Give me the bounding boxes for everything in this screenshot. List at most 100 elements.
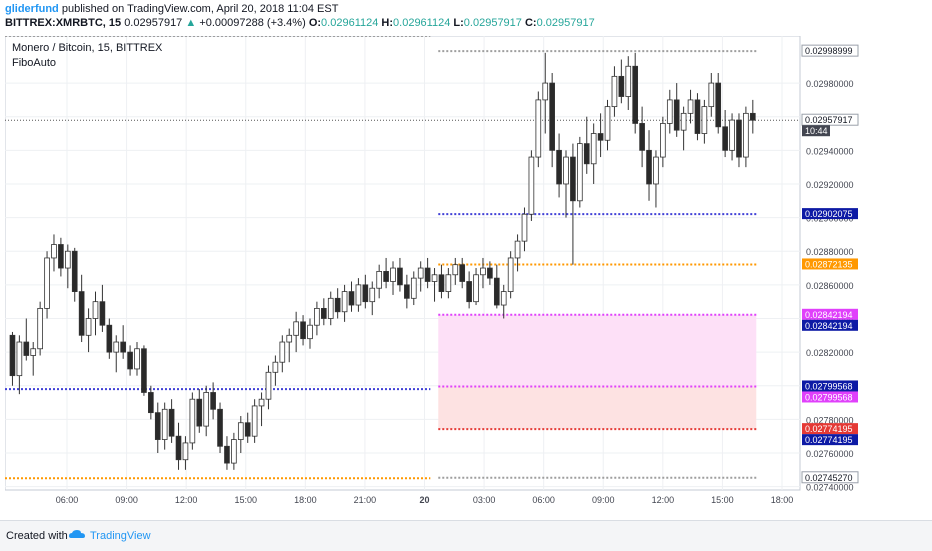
candle-body — [563, 156, 569, 185]
publish-info: gliderfund published on TradingView.com,… — [5, 3, 338, 15]
candle-body — [597, 133, 604, 141]
time-label-box — [802, 125, 830, 137]
candle-body — [680, 112, 687, 131]
candle-body — [666, 99, 673, 124]
candle-body — [58, 244, 64, 269]
high-value: 0.02961124 — [393, 17, 451, 29]
y-tick-label: 0.02780000 — [806, 415, 854, 425]
x-tick-label: 06:00 — [532, 495, 555, 505]
candle-body — [466, 281, 472, 303]
candle-body — [92, 301, 99, 319]
price-label-box — [801, 471, 859, 484]
candle-body — [445, 274, 452, 292]
candle-body — [51, 244, 57, 259]
candle-body — [743, 112, 749, 158]
price-label-box — [801, 44, 859, 57]
candle-body — [673, 99, 680, 131]
candle-body — [272, 361, 279, 373]
candle-body — [390, 267, 396, 282]
candle-body — [307, 324, 313, 340]
candle-body — [556, 149, 562, 185]
candle-body — [23, 341, 30, 356]
current-time-label: 10:44 — [805, 126, 828, 136]
candle-body — [348, 291, 355, 306]
candle-body — [452, 264, 459, 276]
x-tick-label: 18:00 — [294, 495, 317, 505]
y-tick-label: 0.02880000 — [806, 247, 854, 257]
price-label-box — [802, 258, 858, 270]
x-tick-label: 21:00 — [354, 495, 377, 505]
candle-body — [175, 435, 182, 461]
candle-body — [286, 334, 293, 343]
ohlc-line: BITTREX:XMRBTC, 15 0.02957917 ▲ +0.00097… — [5, 17, 595, 29]
candle-body — [44, 257, 50, 309]
candle-body — [459, 264, 466, 282]
price-label-text: 0.02957917 — [805, 115, 853, 125]
candle-body — [736, 119, 742, 158]
high-label: H: — [381, 17, 394, 29]
candle-body — [404, 284, 410, 299]
candle-body — [334, 297, 341, 313]
candle-body — [85, 318, 92, 336]
candle-body — [500, 291, 507, 306]
candle-body — [528, 156, 535, 215]
close-value: 0.02957917 — [536, 17, 595, 29]
candle-body — [577, 143, 583, 202]
price-change: +0.00097288 (+3.4%) — [199, 17, 306, 29]
x-tick-label: 15:00 — [234, 495, 257, 505]
y-tick-label: 0.02980000 — [806, 79, 854, 89]
candle-body — [231, 439, 237, 464]
candle-body — [708, 82, 715, 108]
candle-body — [71, 250, 78, 292]
candle-body — [37, 307, 43, 350]
price-label-text: 0.02998999 — [805, 46, 853, 56]
author-link[interactable]: gliderfund — [5, 3, 59, 15]
candle-body — [154, 412, 161, 440]
candle-body — [611, 75, 618, 108]
candle-body — [535, 99, 542, 158]
x-tick-label: 09:00 — [592, 495, 615, 505]
price-label-text: 0.02774195 — [805, 435, 853, 445]
candle-body — [141, 348, 147, 393]
candle-body — [217, 408, 223, 447]
candle-body — [424, 267, 431, 282]
candle-body — [64, 250, 71, 269]
indicator-name[interactable]: FiboAuto — [12, 57, 57, 69]
price-label-box — [802, 423, 858, 435]
x-tick-label: 09:00 — [115, 495, 138, 505]
candle-body — [653, 156, 659, 185]
fib-zone-magenta — [438, 314, 757, 387]
candle-body — [341, 291, 348, 313]
price-chart[interactable]: 0.027400000.027600000.027800000.02800000… — [5, 36, 868, 508]
tradingview-link[interactable]: TradingView — [90, 530, 151, 542]
candle-body — [493, 277, 500, 306]
candle-body — [397, 267, 403, 286]
candle-body — [618, 75, 625, 97]
last-price: 0.02957917 — [124, 17, 183, 29]
x-tick-label: 06:00 — [56, 495, 79, 505]
candle-body — [127, 351, 133, 370]
y-tick-label: 0.02860000 — [806, 281, 854, 291]
candle-body — [168, 408, 175, 437]
price-label-text: 0.02799568 — [805, 392, 853, 402]
candle-body — [431, 274, 438, 282]
candle-body — [244, 422, 251, 437]
x-tick-label: 20 — [419, 495, 429, 505]
low-value: 0.02957917 — [463, 17, 522, 29]
symbol-label: BITTREX:XMRBTC, 15 — [5, 17, 122, 29]
candle-body — [300, 321, 306, 340]
created-with-text: Created with — [6, 530, 68, 542]
candle-body — [590, 133, 597, 165]
candle-body — [189, 398, 196, 444]
candle-body — [279, 341, 286, 363]
candle-body — [694, 99, 701, 134]
candle-body — [507, 257, 514, 292]
candle-body — [410, 277, 417, 299]
y-tick-label: 0.02820000 — [806, 348, 854, 358]
candle-body — [9, 334, 16, 377]
candle-body — [417, 267, 424, 279]
price-label-box — [802, 319, 858, 331]
candle-body — [120, 341, 126, 353]
price-label-text: 0.02842194 — [805, 321, 853, 331]
candle-body — [30, 348, 37, 356]
